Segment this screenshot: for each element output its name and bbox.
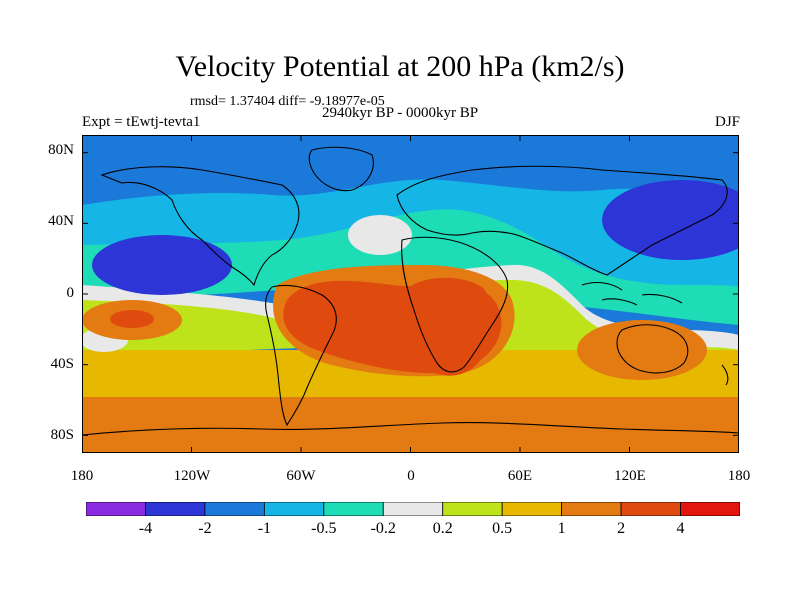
ytick-label: 80S <box>50 427 74 443</box>
colorbar-label: -2 <box>198 520 212 537</box>
blob-north-pacific-west <box>92 235 232 295</box>
xtick-label: 0 <box>407 468 415 484</box>
colorbar-swatch <box>263 502 325 516</box>
coast-new-zealand <box>721 364 729 386</box>
colorbar-label: 0.5 <box>492 520 513 537</box>
blob-north-atlantic-neutral <box>348 215 412 255</box>
colorbar <box>86 502 740 516</box>
velocity-potential-map <box>82 135 739 453</box>
colorbar-label: 4 <box>676 520 685 537</box>
blob-africa-red <box>404 277 492 376</box>
coast-southeast-asia <box>581 281 683 306</box>
coast-antarctica <box>82 422 739 436</box>
colorbar-label: -1 <box>257 520 272 537</box>
colorbar-label: -4 <box>138 520 153 537</box>
figure-title: Velocity Potential at 200 hPa (km2/s) <box>175 50 625 83</box>
colorbar-swatch <box>561 502 622 516</box>
colorbar-swatch <box>442 502 503 516</box>
blob-northwest-pacific <box>602 180 739 260</box>
colorbar-swatch <box>501 502 563 516</box>
xtick-label: 60E <box>507 468 533 484</box>
xtick-label: 120E <box>614 468 646 484</box>
coastlines <box>82 146 739 436</box>
blob-australia <box>577 320 707 380</box>
colorbar-swatch <box>620 502 681 516</box>
colorbar-swatch <box>323 502 384 516</box>
coast-north-america <box>100 166 300 287</box>
colorbar-swatch <box>204 502 265 516</box>
experiment-label: Expt = tEwtj-tevta1 <box>82 114 201 130</box>
ytick-label: 0 <box>66 285 75 301</box>
blob-arctic-dark <box>242 135 382 163</box>
colorbar-label: 2 <box>617 520 626 537</box>
xtick-label: 180 <box>727 468 751 484</box>
coast-greenland <box>308 146 374 192</box>
xtick-label: 180 <box>70 468 94 484</box>
coast-south-america <box>265 284 337 427</box>
season-label: DJF <box>714 114 740 130</box>
axis-ticks <box>82 135 739 453</box>
xtick-label: 60W <box>286 468 316 484</box>
band-antarctica <box>82 433 739 453</box>
ytick-label: 80N <box>48 142 74 158</box>
colorbar-swatch <box>382 502 444 516</box>
coast-europe-asia <box>396 165 728 276</box>
coast-australia <box>616 324 689 374</box>
colorbar-swatch <box>680 502 740 516</box>
colorbar-swatch <box>86 502 146 516</box>
period-text: 2940kyr BP - 0000kyr BP <box>321 105 479 121</box>
coast-africa <box>401 236 509 373</box>
ytick-label: 40N <box>48 213 74 229</box>
colorbar-label: 0.2 <box>432 520 453 537</box>
ytick-label: 40S <box>50 356 74 372</box>
colorbar-label: -0.5 <box>311 520 337 537</box>
colorbar-label: -0.2 <box>370 520 396 537</box>
stats-text: rmsd= 1.37404 diff= -9.18977e-05 <box>190 94 385 109</box>
blob-south-pacific-core <box>110 310 154 328</box>
xtick-label: 120W <box>173 468 211 484</box>
colorbar-swatch <box>145 502 206 516</box>
colorbar-label: 1 <box>557 520 566 537</box>
